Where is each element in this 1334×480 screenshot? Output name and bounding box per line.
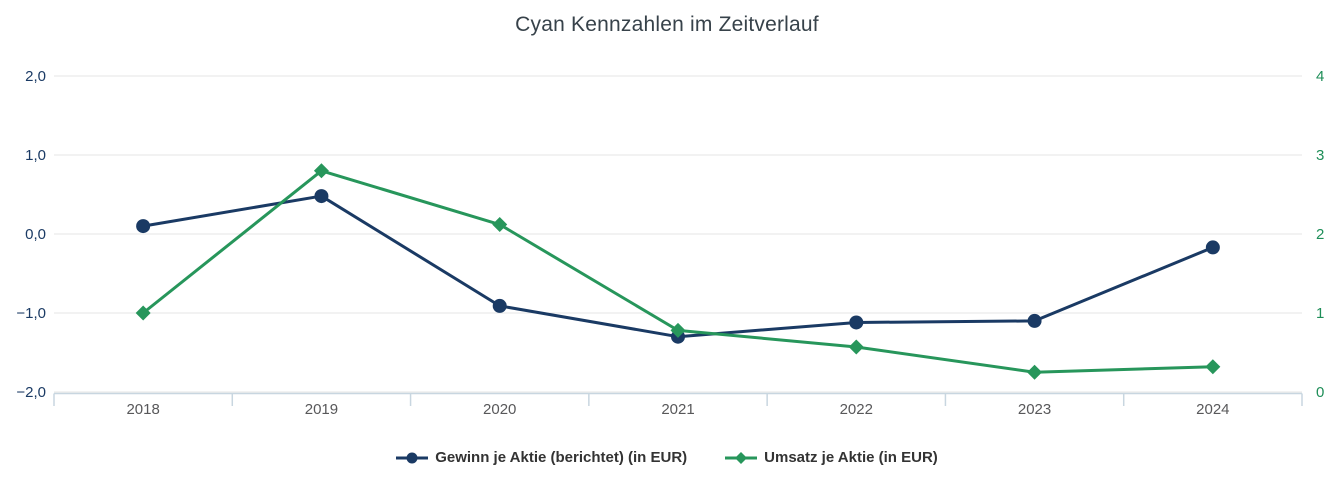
legend-item-gewinn[interactable]: Gewinn je Aktie (berichtet) (in EUR) bbox=[396, 449, 687, 466]
y-axis-left-label: −1,0 bbox=[16, 305, 46, 322]
y-axis-left-label: 0,0 bbox=[25, 226, 46, 243]
data-point[interactable] bbox=[136, 219, 151, 234]
legend-label-umsatz: Umsatz je Aktie (in EUR) bbox=[764, 449, 938, 466]
y-axis-right-label: 3 bbox=[1316, 147, 1324, 164]
x-axis-label: 2024 bbox=[1196, 401, 1229, 418]
legend: Gewinn je Aktie (berichtet) (in EUR) Ums… bbox=[0, 449, 1334, 466]
x-axis-label: 2019 bbox=[305, 401, 338, 418]
x-axis-label: 2018 bbox=[126, 401, 159, 418]
chart-title: Cyan Kennzahlen im Zeitverlauf bbox=[515, 13, 819, 36]
data-point[interactable] bbox=[1027, 313, 1042, 328]
data-point[interactable] bbox=[1027, 364, 1043, 380]
x-axis-label: 2023 bbox=[1018, 401, 1051, 418]
y-axis-right-label: 2 bbox=[1316, 226, 1324, 243]
y-axis-right-label: 4 bbox=[1316, 68, 1324, 85]
legend-marker-diamond-icon bbox=[725, 451, 758, 464]
y-axis-left-label: 1,0 bbox=[25, 147, 46, 164]
x-axis-label: 2021 bbox=[661, 401, 694, 418]
y-axis-left-label: 2,0 bbox=[25, 68, 46, 85]
series-line-0 bbox=[141, 194, 1215, 339]
data-point[interactable] bbox=[670, 322, 686, 338]
data-point[interactable] bbox=[849, 315, 864, 330]
data-point[interactable] bbox=[1205, 359, 1221, 375]
data-point[interactable] bbox=[492, 298, 507, 313]
data-point[interactable] bbox=[135, 305, 151, 321]
x-axis-label: 2020 bbox=[483, 401, 516, 418]
legend-label-gewinn: Gewinn je Aktie (berichtet) (in EUR) bbox=[435, 449, 688, 466]
data-point[interactable] bbox=[848, 339, 864, 355]
legend-marker-shape bbox=[735, 451, 748, 464]
legend-marker-circle-icon bbox=[396, 452, 429, 463]
data-point[interactable] bbox=[492, 217, 508, 233]
y-axis-right-label: 1 bbox=[1316, 305, 1324, 322]
legend-item-umsatz[interactable]: Umsatz je Aktie (in EUR) bbox=[725, 449, 938, 466]
data-point[interactable] bbox=[1205, 240, 1220, 255]
data-point[interactable] bbox=[314, 189, 329, 204]
y-axis-left-label: −2,0 bbox=[16, 384, 46, 401]
x-axis-label: 2022 bbox=[840, 401, 873, 418]
y-axis-right-label: 0 bbox=[1316, 384, 1324, 401]
legend-marker-shape bbox=[406, 452, 418, 463]
data-point[interactable] bbox=[313, 163, 329, 179]
plot-area: 2,0 4 1,0 3 0,0 2 −1,0 1 −2,0 0 2018 2019 2020 2021 20… bbox=[16, 68, 1324, 418]
